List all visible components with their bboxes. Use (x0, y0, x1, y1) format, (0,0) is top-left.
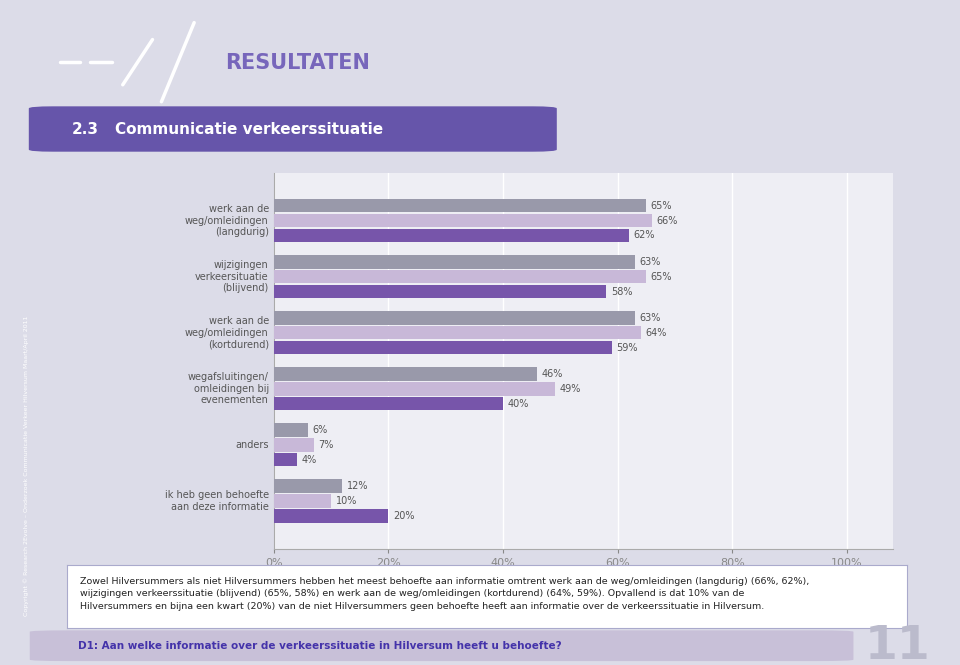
Text: anders: anders (235, 440, 269, 450)
Text: ik heb geen behoefte
aan deze informatie: ik heb geen behoefte aan deze informatie (165, 490, 269, 512)
Text: RESULTATEN: RESULTATEN (226, 53, 371, 73)
Text: Copyright © Research 2Evolve – Onderzoek Communicatie Verkeer Hilversum Maart/Ap: Copyright © Research 2Evolve – Onderzoek… (24, 315, 29, 616)
Bar (274, 229, 629, 242)
Text: werk aan de
weg/omleidingen
(langdurig): werk aan de weg/omleidingen (langdurig) (185, 204, 269, 237)
Text: 65%: 65% (651, 271, 672, 282)
Text: wegafsluitingen/
omleidingen bij
evenementen: wegafsluitingen/ omleidingen bij eveneme… (188, 372, 269, 406)
Bar (274, 341, 612, 354)
Bar (274, 311, 635, 325)
Bar (274, 438, 314, 452)
Text: werk aan de
weg/omleidingen
(kortdurend): werk aan de weg/omleidingen (kortdurend) (185, 316, 269, 349)
Bar (274, 494, 331, 507)
Text: 66%: 66% (657, 215, 678, 225)
Bar (274, 453, 297, 466)
Text: 10%: 10% (336, 496, 357, 506)
Text: 40%: 40% (508, 398, 529, 409)
Text: 7%: 7% (319, 440, 334, 450)
Text: 11: 11 (865, 624, 930, 665)
Text: 4%: 4% (301, 455, 317, 465)
Text: Zowel Hilversummers als niet Hilversummers hebben het meest behoefte aan informa: Zowel Hilversummers als niet Hilversumme… (80, 577, 809, 611)
Text: 58%: 58% (611, 287, 633, 297)
Bar (274, 255, 635, 269)
Text: 46%: 46% (541, 369, 564, 379)
Bar (274, 397, 503, 410)
Bar (274, 367, 538, 380)
FancyBboxPatch shape (30, 630, 853, 661)
Bar (274, 214, 652, 227)
Text: 59%: 59% (616, 342, 638, 352)
Text: 62%: 62% (634, 231, 655, 241)
Bar (274, 424, 308, 437)
Text: wijzigingen
verkeersituatie
(blijvend): wijzigingen verkeersituatie (blijvend) (195, 260, 269, 293)
Text: 12%: 12% (347, 481, 369, 491)
Text: D1: Aan welke informatie over de verkeerssituatie in Hilversum heeft u behoefte?: D1: Aan welke informatie over de verkeer… (79, 640, 562, 651)
Text: Communicatie verkeerssituatie: Communicatie verkeerssituatie (115, 122, 383, 136)
Bar (274, 509, 388, 523)
Text: 64%: 64% (645, 328, 666, 338)
Bar (274, 326, 640, 339)
Text: 2.3: 2.3 (72, 122, 99, 136)
Legend: Totaal (N=1104), Hilversummer (N=829), Niet Hilversummer (N=275): Totaal (N=1104), Hilversummer (N=829), N… (359, 578, 807, 596)
FancyBboxPatch shape (29, 106, 557, 152)
Bar (274, 199, 646, 212)
Bar (274, 382, 555, 396)
Text: 6%: 6% (313, 425, 327, 435)
Text: 63%: 63% (639, 313, 660, 323)
Bar (274, 270, 646, 283)
Text: 63%: 63% (639, 257, 660, 267)
Text: 49%: 49% (559, 384, 581, 394)
Text: 65%: 65% (651, 201, 672, 211)
Text: 20%: 20% (393, 511, 415, 521)
Bar (274, 285, 606, 298)
Bar (274, 479, 343, 493)
